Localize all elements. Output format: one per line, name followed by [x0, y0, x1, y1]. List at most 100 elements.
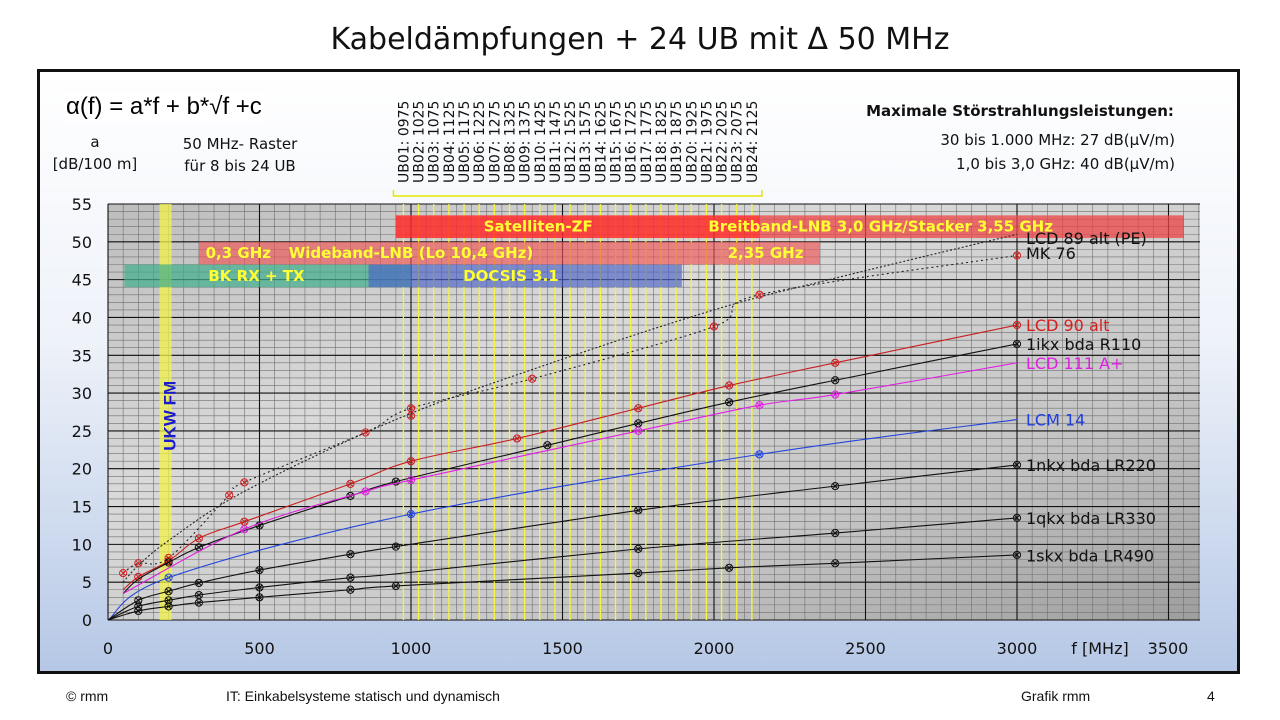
series-marker	[634, 569, 643, 578]
marker-circle	[361, 487, 370, 496]
marker-cross	[241, 479, 248, 486]
series-marker	[346, 573, 355, 582]
series-marker	[634, 506, 643, 515]
marker-cross	[756, 402, 763, 409]
marker-cross	[408, 511, 414, 518]
series-marker	[134, 559, 143, 568]
marker-cross	[392, 583, 399, 589]
marker-cross	[135, 597, 142, 604]
band-breitband-lnb	[759, 215, 1184, 239]
y-tick-label: 40	[72, 308, 92, 327]
marker-circle	[346, 479, 355, 488]
marker-cross	[195, 599, 202, 606]
marker-circle	[1012, 513, 1022, 522]
series-marker	[164, 602, 173, 611]
marker-circle	[134, 596, 143, 605]
marker-cross	[256, 594, 263, 601]
marker-circle	[406, 510, 416, 519]
x-tick-label: 1500	[542, 639, 583, 658]
marker-cross	[120, 570, 127, 577]
series-marker	[240, 525, 249, 534]
series-marker	[406, 510, 416, 519]
series-marker	[725, 563, 734, 572]
marker-cross	[392, 543, 399, 550]
marker-cross	[635, 420, 642, 427]
series-marker	[406, 457, 416, 466]
ub-channel-label: UB12: 1525	[563, 101, 579, 183]
x-tick-label: 500	[244, 639, 275, 658]
marker-circle	[346, 585, 355, 594]
x-tick-label: 0	[103, 639, 113, 658]
ub-channel-label: UB05: 1175	[457, 101, 473, 183]
series-marker	[240, 478, 249, 487]
series-marker	[134, 606, 143, 616]
marker-circle	[391, 477, 400, 486]
x-tick-label: 1000	[391, 639, 432, 658]
marker-cross	[635, 545, 642, 552]
series-marker	[1012, 251, 1022, 260]
y-tick-label: 35	[72, 346, 92, 365]
ukw-band	[159, 204, 172, 620]
ub-channel-label: UB02: 1025	[412, 101, 428, 183]
ub-channel-label: UB07: 1275	[487, 101, 503, 183]
emission-line-2: 1,0 bis 3,0 GHz: 40 dB(µV/m)	[956, 155, 1175, 173]
marker-cross	[362, 488, 369, 495]
series-label: MK 76	[1026, 244, 1076, 263]
y-tick-label: 25	[72, 422, 92, 441]
ub-channel-label: UB24: 2125	[745, 101, 761, 183]
band-docsis-31	[368, 264, 682, 288]
marker-circle	[528, 374, 537, 383]
marker-circle	[1012, 251, 1022, 260]
series-marker	[164, 558, 173, 567]
marker-cross	[1014, 461, 1020, 468]
marker-circle	[831, 559, 840, 568]
series-marker	[831, 376, 840, 385]
marker-cross	[165, 559, 172, 566]
series-marker	[634, 404, 643, 413]
series-marker	[361, 428, 370, 437]
band-wideband-lnb	[198, 241, 821, 265]
band-label: DOCSIS 3.1	[463, 267, 558, 285]
marker-cross	[165, 588, 172, 595]
series-marker	[346, 585, 355, 594]
marker-circle	[346, 550, 355, 559]
ub-channel-label: UB22: 2025	[715, 101, 731, 183]
band-satellite-zf	[395, 215, 760, 239]
marker-cross	[1014, 322, 1020, 328]
marker-cross	[1014, 514, 1020, 521]
marker-circle	[240, 478, 249, 487]
series-marker	[164, 596, 173, 605]
band-label: 2,35 GHz	[728, 244, 804, 262]
marker-cross	[408, 477, 414, 484]
footer-copyright: © rmm	[66, 688, 109, 704]
marker-circle	[634, 544, 643, 554]
marker-circle	[1012, 339, 1022, 349]
y-tick-label: 50	[72, 233, 92, 252]
marker-circle	[346, 491, 355, 501]
marker-cross	[726, 382, 733, 389]
ub-channel-label: UB17: 1775	[639, 101, 655, 183]
series-marker	[194, 534, 203, 543]
marker-circle	[255, 593, 264, 602]
footer: © rmm IT: Einkabelsysteme statisch und d…	[0, 688, 1280, 708]
marker-cross	[635, 507, 642, 514]
ub-bracket	[392, 190, 763, 197]
marker-circle	[634, 506, 643, 515]
series-marker	[755, 450, 764, 459]
marker-circle	[1012, 320, 1022, 330]
marker-circle	[194, 534, 203, 543]
marker-circle	[119, 569, 128, 578]
marker-circle	[164, 587, 173, 596]
series-marker	[119, 569, 128, 578]
marker-cross	[195, 592, 202, 598]
series-marker	[406, 475, 416, 485]
series-marker	[1012, 550, 1022, 560]
raster-note-line-1: 50 MHz- Raster	[182, 135, 298, 153]
marker-cross	[726, 399, 733, 406]
slide-title: Kabeldämpfungen + 24 UB mit Δ 50 MHz	[330, 22, 950, 57]
marker-circle	[255, 521, 264, 530]
series-marker	[831, 390, 840, 399]
marker-cross	[832, 483, 839, 490]
marker-circle	[361, 428, 370, 437]
series-line	[122, 233, 1018, 583]
